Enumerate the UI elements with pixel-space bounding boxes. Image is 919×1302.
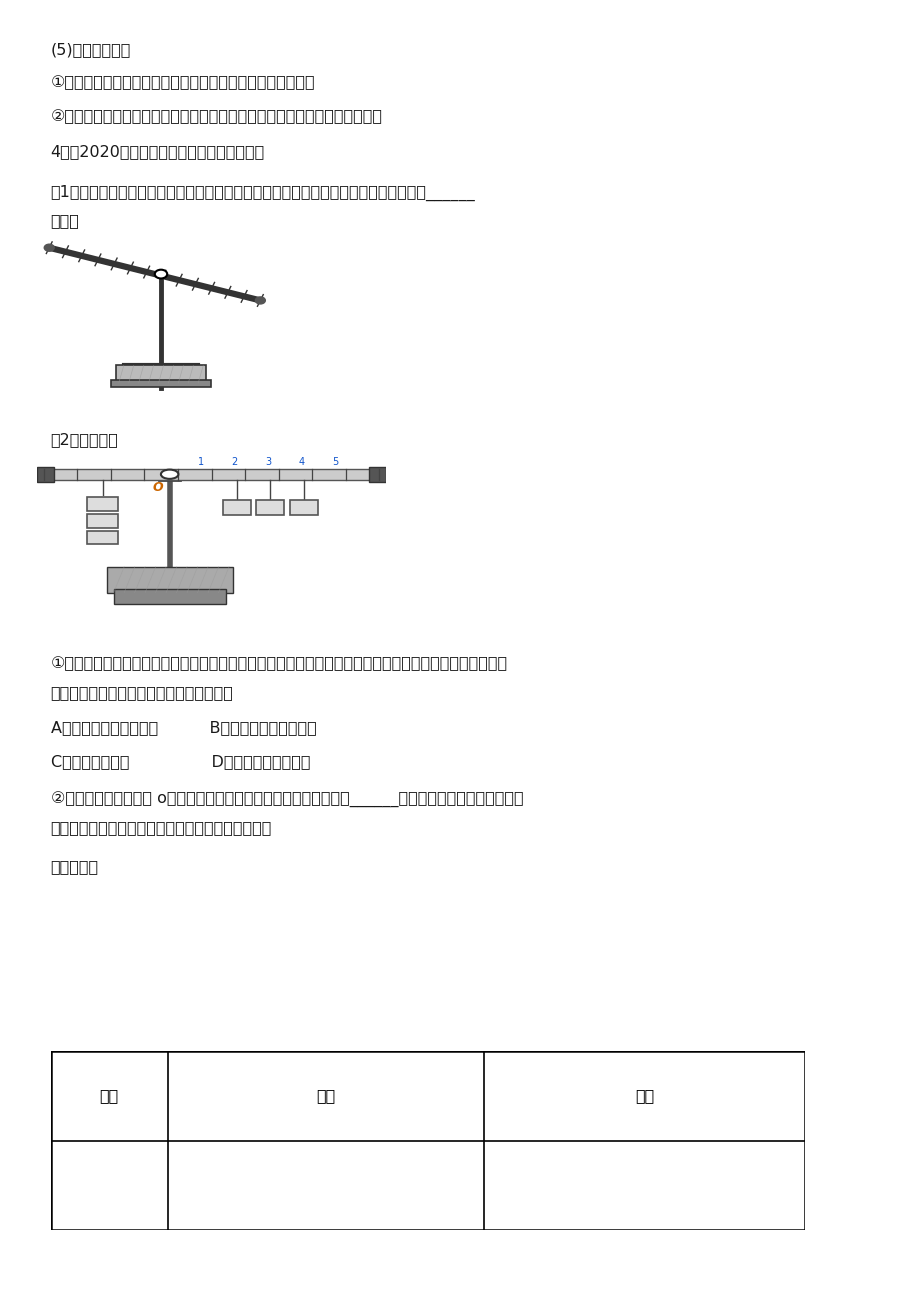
Text: (5)交流与评估：: (5)交流与评估：	[51, 42, 130, 57]
Text: O: O	[152, 480, 163, 493]
Bar	[369, 467, 386, 482]
Circle shape	[161, 470, 178, 479]
Text: ①用如图所示的方式悬挂钉码，杠杆也能在水平位置平衡（杠杆上每格等距），但老师却往往提醒大家不要: ①用如图所示的方式悬挂钉码，杠杆也能在水平位置平衡（杠杆上每格等距），但老师却往…	[51, 656, 507, 672]
Text: （2）实验时，: （2）实验时，	[51, 432, 119, 448]
Circle shape	[154, 270, 167, 279]
Circle shape	[255, 297, 265, 303]
Text: ②斜面的机械效率与斜面的粗糙程度等其他因素有怎样的关系呢，如何验证？: ②斜面的机械效率与斜面的粗糙程度等其他因素有怎样的关系呢，如何验证？	[51, 109, 382, 125]
Text: C．无法测量力臂                D．力和力臂数目过多: C．无法测量力臂 D．力和力臂数目过多	[51, 754, 310, 769]
Text: 1: 1	[198, 457, 204, 467]
Text: A．一个人无法独立操作          B．需要使用太多的鑉码: A．一个人无法独立操作 B．需要使用太多的鑉码	[51, 720, 316, 736]
Bar	[86, 514, 119, 527]
Bar	[107, 566, 233, 592]
Text: 5: 5	[332, 457, 338, 467]
Text: 左侧: 左侧	[316, 1088, 335, 1103]
Bar	[111, 380, 210, 387]
Text: 4．（2020山东德州）探究杠杆的平衡条件。: 4．（2020山东德州）探究杠杆的平衡条件。	[51, 145, 265, 160]
Text: 个鑉码改挂到它的下方，杠杆也可平衡。继续实验：: 个鑉码改挂到它的下方，杠杆也可平衡。继续实验：	[51, 820, 272, 836]
Bar	[256, 500, 284, 514]
Text: ②在图中，不改变支点 o左侧所挂的三个鑉码及其位置，保持右侧第______格的鑉码不动，将右侧另外两: ②在图中，不改变支点 o左侧所挂的三个鑉码及其位置，保持右侧第______格的鑉…	[51, 792, 523, 807]
Text: 右侧: 右侧	[634, 1088, 653, 1103]
Bar	[37, 467, 54, 482]
Bar	[114, 589, 225, 604]
Circle shape	[44, 245, 54, 251]
Bar	[86, 531, 119, 544]
Bar	[289, 500, 318, 514]
Text: 次数: 次数	[99, 1088, 119, 1103]
Text: ①该实验中，测量拉力时，应保持木块在斜面上做匀速运动。: ①该实验中，测量拉力时，应保持木块在斜面上做匀速运动。	[51, 76, 315, 91]
Text: 3: 3	[265, 457, 271, 467]
Bar	[44, 469, 379, 479]
Text: 采用这种方式。这主要是因为该种方式（）: 采用这种方式。这主要是因为该种方式（）	[51, 685, 233, 700]
Bar	[86, 497, 119, 512]
Text: 2: 2	[232, 457, 237, 467]
Text: 调节。: 调节。	[51, 214, 79, 229]
Bar	[222, 500, 251, 514]
Text: （1）实验前，杠杆静止在如图所示的位置，要使杠杆在水平位置平衡，应将平衡螺母向______: （1）实验前，杠杆静止在如图所示的位置，要使杠杆在水平位置平衡，应将平衡螺母向_…	[51, 185, 475, 201]
Bar	[116, 366, 206, 383]
Text: 实验数据：: 实验数据：	[51, 859, 98, 875]
Text: 4: 4	[299, 457, 304, 467]
